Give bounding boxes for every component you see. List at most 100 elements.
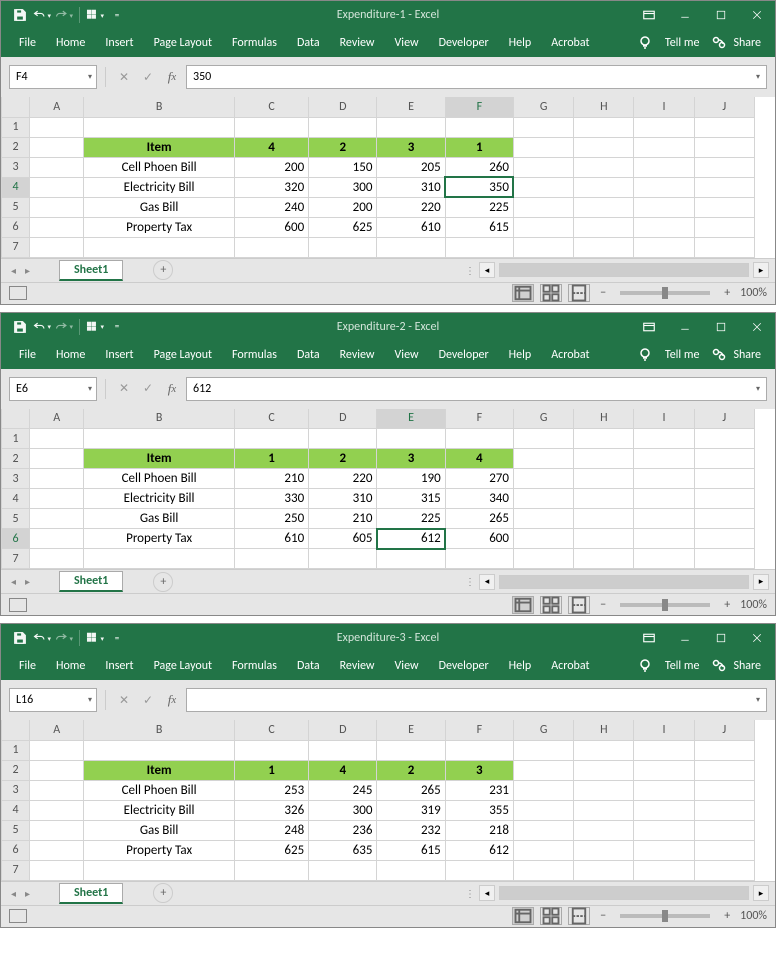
hscroll-track[interactable] [499, 575, 749, 589]
row-header-5[interactable]: 5 [2, 820, 30, 840]
cell-B5[interactable]: Gas Bill [84, 820, 235, 840]
share-button[interactable]: Share [733, 659, 767, 673]
hscroll-left-icon[interactable]: ◂ [479, 885, 495, 901]
cell-A2[interactable] [30, 760, 84, 780]
cell-D6[interactable]: 605 [309, 529, 377, 549]
cell-J1[interactable] [694, 740, 754, 760]
hscroll-left-icon[interactable]: ◂ [479, 262, 495, 278]
cell-G2[interactable] [513, 137, 573, 157]
col-header-B[interactable]: B [84, 720, 235, 740]
cell-E4[interactable]: 319 [377, 800, 445, 820]
cell-C7[interactable] [234, 549, 308, 569]
minimize-icon[interactable] [667, 624, 703, 652]
cell-G7[interactable] [513, 549, 573, 569]
tab-nav-prev-icon[interactable]: ◂ [11, 264, 23, 277]
row-header-3[interactable]: 3 [2, 469, 30, 489]
cell-D3[interactable]: 150 [309, 157, 377, 177]
cell-F2[interactable]: 1 [445, 137, 513, 157]
cell-D5[interactable]: 210 [309, 509, 377, 529]
cell-E1[interactable] [377, 740, 445, 760]
add-sheet-button[interactable]: + [153, 260, 173, 280]
cell-G5[interactable] [513, 820, 573, 840]
cell-I3[interactable] [634, 157, 694, 177]
normal-view-icon[interactable] [512, 284, 534, 302]
cell-H5[interactable] [574, 509, 634, 529]
bulb-icon[interactable] [637, 347, 653, 363]
ribbon-tab-view[interactable]: View [385, 652, 429, 680]
cell-C6[interactable]: 610 [234, 529, 308, 549]
col-header-G[interactable]: G [513, 720, 573, 740]
worksheet-grid[interactable]: ABCDEFGHIJ12Item12343Cell Phoen Bill2102… [1, 409, 755, 570]
share-button[interactable]: Share [733, 36, 767, 50]
cell-D4[interactable]: 310 [309, 489, 377, 509]
maximize-icon[interactable] [703, 313, 739, 341]
page-layout-view-icon[interactable] [540, 284, 562, 302]
cell-H6[interactable] [574, 217, 634, 237]
cell-F4[interactable]: 350 [445, 177, 513, 197]
col-header-H[interactable]: H [574, 409, 634, 429]
row-header-4[interactable]: 4 [2, 177, 30, 197]
tab-nav-prev-icon[interactable]: ◂ [11, 575, 23, 588]
cell-E6[interactable]: 612 [377, 529, 445, 549]
cell-H5[interactable] [574, 197, 634, 217]
save-icon[interactable] [11, 6, 29, 24]
cell-A1[interactable] [30, 740, 84, 760]
cell-D4[interactable]: 300 [309, 177, 377, 197]
cell-J3[interactable] [694, 780, 754, 800]
macro-record-icon[interactable] [9, 909, 27, 923]
zoom-level[interactable]: 100% [740, 598, 767, 612]
ribbon-tab-file[interactable]: File [9, 29, 46, 57]
col-header-D[interactable]: D [309, 720, 377, 740]
cell-A1[interactable] [30, 117, 84, 137]
ribbon-tab-page-layout[interactable]: Page Layout [144, 29, 222, 57]
cell-G4[interactable] [513, 177, 573, 197]
zoom-slider[interactable] [620, 914, 710, 918]
cell-J4[interactable] [694, 177, 754, 197]
minimize-icon[interactable] [667, 1, 703, 29]
select-all-corner[interactable] [2, 720, 30, 740]
cell-F6[interactable]: 612 [445, 840, 513, 860]
enter-icon[interactable]: ✓ [138, 379, 158, 399]
cell-J2[interactable] [694, 449, 754, 469]
cell-C1[interactable] [234, 429, 308, 449]
cell-F3[interactable]: 270 [445, 469, 513, 489]
cell-G1[interactable] [513, 117, 573, 137]
row-header-1[interactable]: 1 [2, 117, 30, 137]
cell-C2[interactable]: 4 [234, 137, 308, 157]
cell-C4[interactable]: 330 [234, 489, 308, 509]
cell-I6[interactable] [634, 217, 694, 237]
cell-G7[interactable] [513, 860, 573, 880]
cell-I7[interactable] [634, 860, 694, 880]
ribbon-tab-file[interactable]: File [9, 652, 46, 680]
cell-B6[interactable]: Property Tax [84, 217, 235, 237]
cell-A7[interactable] [30, 860, 84, 880]
sheet-tab-sheet1[interactable]: Sheet1 [59, 260, 123, 281]
col-header-J[interactable]: J [694, 97, 754, 117]
name-box[interactable]: F4 ▾ [9, 65, 97, 89]
cell-B4[interactable]: Electricity Bill [84, 800, 235, 820]
cell-H4[interactable] [574, 489, 634, 509]
cell-F7[interactable] [445, 549, 513, 569]
row-header-7[interactable]: 7 [2, 549, 30, 569]
cell-A4[interactable] [30, 489, 84, 509]
zoom-level[interactable]: 100% [740, 286, 767, 300]
qat-customize-icon[interactable]: = [108, 318, 126, 336]
cell-G2[interactable] [513, 449, 573, 469]
ribbon-display-icon[interactable] [631, 624, 667, 652]
cell-C6[interactable]: 625 [234, 840, 308, 860]
cancel-icon[interactable]: ✕ [114, 379, 134, 399]
col-header-F[interactable]: F [445, 720, 513, 740]
cell-D7[interactable] [309, 237, 377, 257]
redo-icon[interactable]: ▾ [55, 629, 73, 647]
col-header-D[interactable]: D [309, 97, 377, 117]
page-layout-view-icon[interactable] [540, 596, 562, 614]
page-break-view-icon[interactable] [568, 596, 590, 614]
tab-nav-next-icon[interactable]: ▸ [25, 887, 37, 900]
cell-E2[interactable]: 3 [377, 137, 445, 157]
cell-A4[interactable] [30, 177, 84, 197]
row-header-4[interactable]: 4 [2, 800, 30, 820]
cell-B6[interactable]: Property Tax [84, 529, 235, 549]
ribbon-tab-formulas[interactable]: Formulas [222, 341, 287, 369]
name-box-dropdown-icon[interactable]: ▾ [88, 72, 92, 82]
cell-H5[interactable] [574, 820, 634, 840]
